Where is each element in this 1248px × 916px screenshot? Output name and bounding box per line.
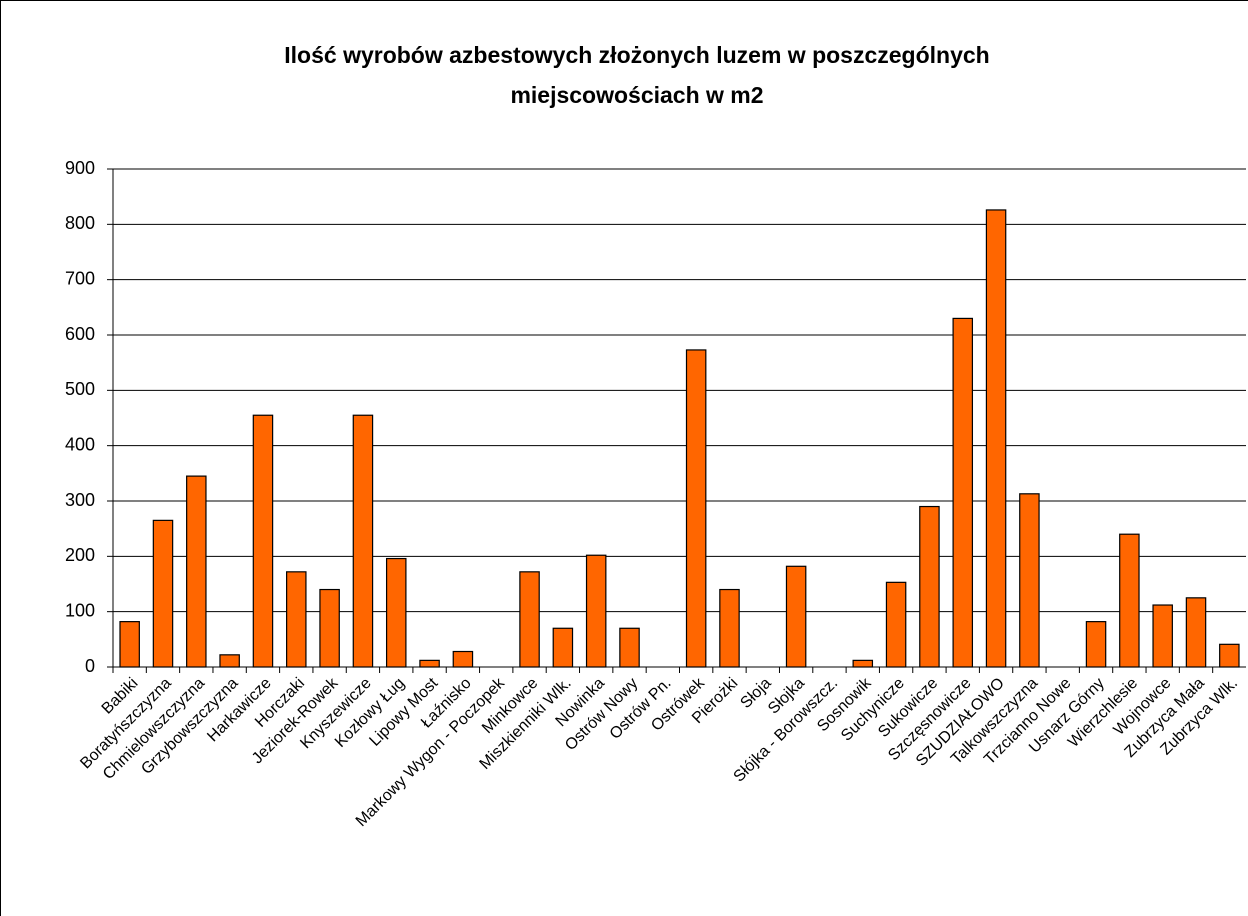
- bar: [252, 414, 274, 668]
- y-tick-label: 400: [65, 434, 95, 454]
- bar: [1219, 643, 1240, 668]
- bar: [319, 588, 340, 668]
- bar: [852, 659, 874, 668]
- bar: [385, 557, 407, 668]
- bar: [619, 627, 640, 668]
- bar: [885, 581, 907, 668]
- y-tick-label: 600: [65, 324, 95, 344]
- bar: [186, 475, 207, 668]
- bar: [152, 519, 174, 668]
- y-tick-label: 700: [65, 268, 95, 288]
- bar: [419, 659, 440, 668]
- bar: [1185, 597, 1207, 668]
- y-tick-label: 300: [65, 490, 95, 510]
- bar: [685, 349, 707, 668]
- chart-title: Ilość wyrobów azbestowych złożonych luze…: [284, 42, 989, 68]
- bar: [1085, 621, 1107, 668]
- y-tick-label: 200: [65, 545, 95, 565]
- bar: [119, 621, 140, 668]
- bar: [919, 505, 940, 668]
- bar: [352, 414, 374, 668]
- y-tick-label: 0: [85, 656, 95, 676]
- bar: [1119, 533, 1140, 668]
- bar: [719, 588, 740, 668]
- chart-title: miejscowościach w m2: [510, 82, 763, 108]
- y-tick-label: 800: [65, 213, 95, 233]
- bar: [785, 565, 807, 668]
- bar: [552, 627, 574, 668]
- bar: [286, 571, 307, 668]
- y-tick-label: 500: [65, 379, 95, 399]
- bar: [985, 209, 1007, 668]
- bar: [219, 654, 240, 668]
- bar: [1019, 493, 1040, 668]
- y-tick-label: 900: [65, 158, 95, 178]
- bar: [585, 554, 607, 668]
- bar: [519, 571, 540, 668]
- bar: [952, 317, 974, 668]
- y-tick-label: 100: [65, 600, 95, 620]
- bar: [452, 650, 474, 668]
- bar: [1152, 604, 1173, 668]
